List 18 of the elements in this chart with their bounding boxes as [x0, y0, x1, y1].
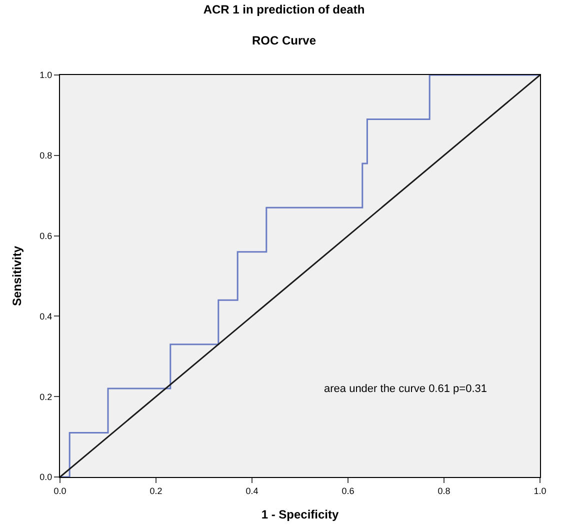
- y-tick-label: 0.4: [40, 311, 52, 322]
- x-tick-label: 1.0: [534, 486, 546, 496]
- x-tick-label: 0.6: [342, 486, 354, 496]
- y-tick-label: 0.2: [40, 392, 52, 402]
- y-tick-label: 1.0: [40, 70, 52, 80]
- x-axis-title: 1 - Specificity: [261, 508, 339, 522]
- x-tick-label: 0.8: [438, 486, 450, 496]
- y-tick-label: 0.6: [40, 230, 52, 241]
- x-tick-label: 0.0: [54, 486, 66, 496]
- y-tick-label: 0.8: [40, 150, 52, 161]
- x-tick-label: 0.4: [246, 486, 258, 496]
- y-axis-title: Sensitivity: [10, 246, 24, 306]
- chart-subtitle: ROC Curve: [252, 33, 316, 48]
- chart-title: ACR 1 in prediction of death: [203, 2, 365, 16]
- annotation: area under the curve 0.61 p=0.31: [324, 383, 487, 395]
- x-tick-label: 0.2: [150, 486, 162, 496]
- y-tick-label: 0.0: [40, 472, 52, 482]
- line-series: [60, 75, 540, 477]
